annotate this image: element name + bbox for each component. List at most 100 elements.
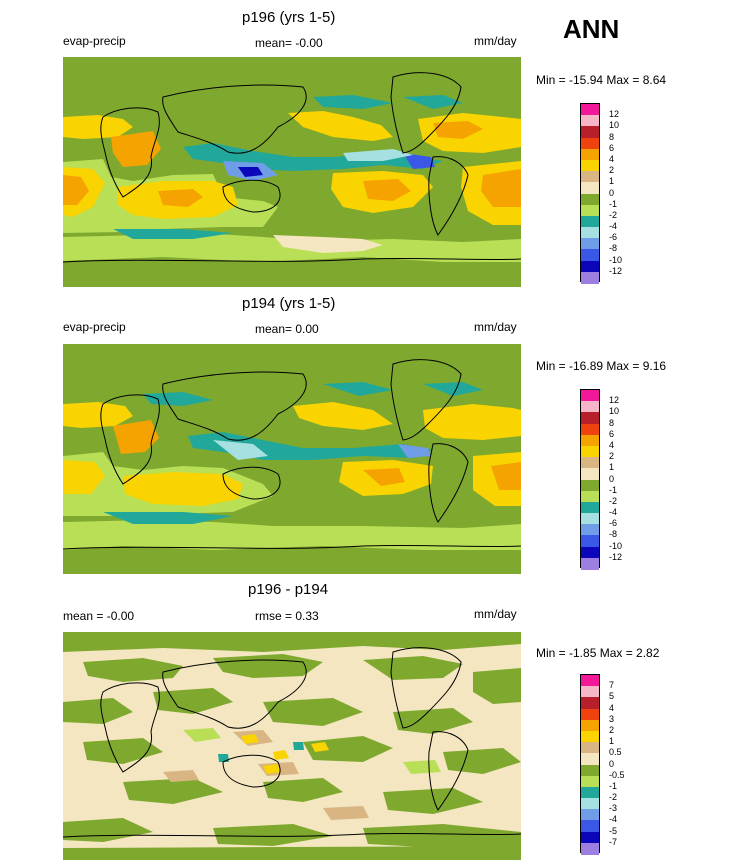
contour-region: [63, 632, 521, 652]
colorbar-swatch: [581, 501, 599, 514]
coastline: [428, 443, 469, 523]
contour-region: [113, 229, 233, 239]
panel2-colorbar: [580, 389, 600, 570]
season-label: ANN: [563, 14, 620, 44]
coastline: [63, 544, 521, 550]
coastline: [162, 84, 307, 154]
panel1-mean: mean= -0.00: [255, 36, 323, 50]
contour-region: [238, 167, 263, 177]
colorbar-swatch: [581, 260, 599, 273]
colorbar-label: -5: [609, 825, 618, 836]
contour-region: [218, 754, 229, 762]
contour-region: [403, 95, 463, 109]
coastline: [390, 72, 462, 154]
colorbar-swatch: [581, 786, 599, 799]
panel1-units: mm/day: [474, 34, 517, 48]
coastline: [222, 754, 281, 788]
colorbar-label: 2: [609, 724, 615, 735]
contour-region: [303, 736, 393, 762]
panel2-title: p194 (yrs 1-5): [242, 295, 336, 312]
colorbar-swatch: [581, 557, 599, 570]
panel1-map: [63, 57, 521, 287]
contour-region: [491, 462, 521, 490]
colorbar-swatch: [581, 137, 599, 150]
contour-region: [398, 444, 431, 458]
contour-region: [363, 179, 411, 201]
colorbar-label: -4: [609, 221, 618, 232]
contour-region: [63, 698, 133, 724]
panel3-minmax: Min = -1.85 Max = 2.82: [536, 646, 660, 660]
contour-region: [403, 153, 435, 169]
contour-region: [273, 235, 383, 253]
contour-region: [383, 788, 483, 814]
coastline: [100, 107, 160, 198]
colorbar-swatch: [581, 708, 599, 721]
contour-region: [293, 742, 304, 750]
panel3-colorbar-labels: 7 5 4 3 2 1 0.5 0 -0.5 -1 -2 -3 -4 -5 -7: [609, 674, 649, 853]
contour-region: [363, 824, 521, 848]
colorbar-label: -10: [609, 254, 623, 265]
colorbar-label: 12: [609, 395, 620, 406]
coastline: [63, 257, 521, 263]
contour-region: [63, 175, 89, 205]
contour-region: [83, 658, 183, 682]
colorbar-label: 8: [609, 417, 615, 428]
colorbar-label: 4: [609, 153, 615, 164]
coastline: [222, 179, 281, 213]
colorbar-label: -2: [609, 792, 618, 803]
colorbar-label: -7: [609, 836, 618, 847]
colorbar-swatch: [581, 445, 599, 458]
colorbar-label: -0.5: [609, 769, 625, 780]
colorbar-swatch: [581, 675, 599, 687]
coastline: [63, 832, 521, 838]
contour-region: [63, 115, 133, 139]
colorbar-label: -4: [609, 814, 618, 825]
colorbar-label: -8: [609, 243, 618, 254]
colorbar-swatch: [581, 686, 599, 698]
contour-region: [113, 420, 159, 454]
colorbar-swatch: [581, 104, 599, 116]
colorbar-label: -4: [609, 507, 618, 518]
colorbar-swatch: [581, 204, 599, 217]
colorbar-swatch: [581, 697, 599, 710]
contour-region: [63, 402, 133, 428]
colorbar-swatch: [581, 730, 599, 743]
colorbar-swatch: [581, 390, 599, 402]
colorbar-swatch: [581, 457, 599, 469]
contour-region: [423, 382, 483, 396]
contour-region: [343, 149, 413, 161]
colorbar-swatch: [581, 148, 599, 161]
colorbar-label: 10: [609, 406, 620, 417]
colorbar-label: -1: [609, 484, 618, 495]
colorbar-label: 5: [609, 691, 615, 702]
colorbar-label: 8: [609, 131, 615, 142]
contour-region: [323, 806, 369, 820]
colorbar-label: 0.5: [609, 747, 622, 758]
colorbar-label: 0: [609, 758, 615, 769]
colorbar-swatch: [581, 479, 599, 492]
contour-region: [213, 440, 268, 460]
colorbar-label: -1: [609, 780, 618, 791]
colorbar-label: -2: [609, 495, 618, 506]
colorbar-label: 4: [609, 439, 615, 450]
colorbar-swatch: [581, 401, 599, 413]
contour-region: [423, 404, 521, 440]
contour-region: [273, 750, 289, 760]
colorbar-swatch: [581, 809, 599, 821]
colorbar-swatch: [581, 775, 599, 788]
colorbar-swatch: [581, 193, 599, 206]
panel1-title: p196 (yrs 1-5): [242, 9, 336, 26]
contour-region: [123, 778, 223, 804]
contour-region: [163, 770, 199, 782]
coastline: [222, 466, 281, 500]
colorbar-label: -10: [609, 540, 623, 551]
colorbar-swatch: [581, 490, 599, 503]
colorbar-swatch: [581, 820, 599, 833]
colorbar-swatch: [581, 468, 599, 480]
coastline: [390, 647, 462, 729]
colorbar-label: 6: [609, 142, 615, 153]
colorbar-label: 7: [609, 680, 615, 691]
colorbar-swatch: [581, 764, 599, 777]
colorbar-swatch: [581, 513, 599, 525]
panel2-colorbar-labels: 12 10 8 6 4 2 1 0 -1 -2 -4 -6 -8 -10 -12: [609, 389, 649, 568]
